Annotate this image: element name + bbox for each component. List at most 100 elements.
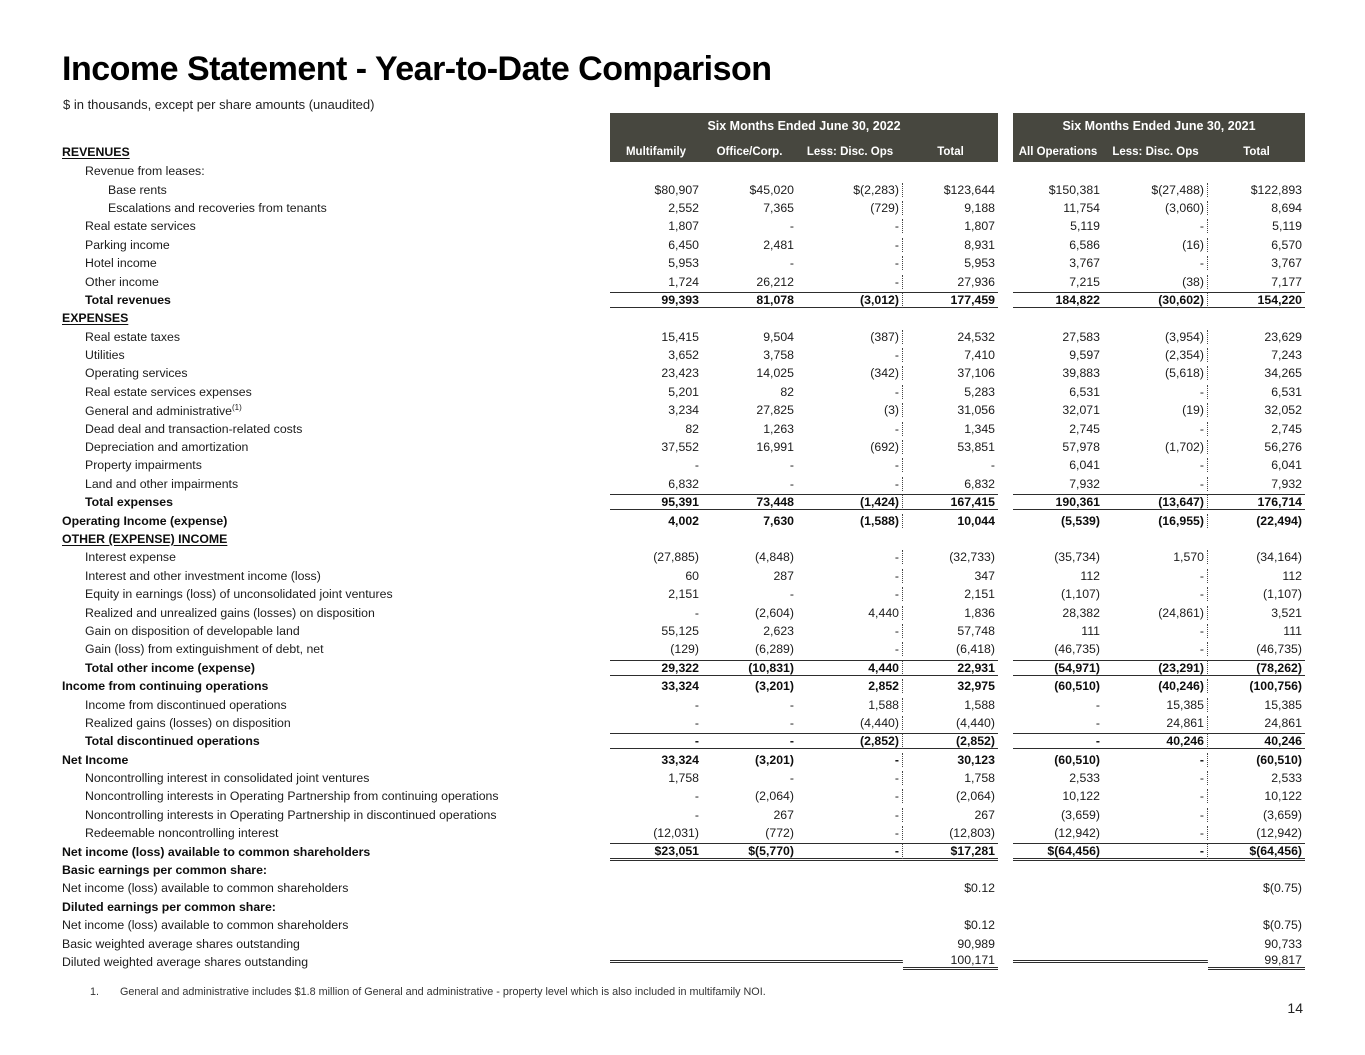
row-label: Dead deal and transaction-related costs [85,421,303,436]
cell: (22,494) [1256,513,1302,528]
cell: 4,002 [668,513,699,528]
income-table-body: Revenue from leases: Base rents $80,907 $45… [62,162,1305,971]
cell: $122,893 [1250,182,1302,197]
cell: 81,078 [702,291,797,308]
cell: 2,481 [763,237,794,252]
cell: - [1103,476,1208,491]
cell: 111 [1283,623,1302,638]
cell: 267 [974,807,995,822]
cell: $80,907 [654,182,699,197]
cell: - [1103,421,1208,436]
cell: - [797,274,903,289]
row-label: Total revenues [85,292,171,307]
cell: - [1103,842,1208,861]
cell: 27,936 [957,274,995,289]
table-row: EXPENSES [62,309,1305,327]
row-label: Revenue from leases: [85,164,205,179]
cell: 33,324 [661,679,699,694]
cell: - [1095,715,1100,730]
cell: (4,848) [755,550,794,565]
row-label: Total other income (expense) [85,660,255,675]
table-row: Realized and unrealized gains (losses) o… [62,603,1305,621]
table-row: Total revenues 99,393 81,078 (3,012) 177,459… [62,291,1305,309]
cell: (4,440) [956,715,995,730]
cell: 100,171 [903,953,998,971]
row-label: Escalations and recoveries from tenants [108,200,327,215]
row-label: Total expenses [85,495,173,510]
table-row: Net Income 33,324 (3,201) -30,123 (60,510) -(… [62,751,1305,769]
table-row: Land and other impairments 6,832- -6,832 7,… [62,475,1305,493]
cell: 56,276 [1264,440,1302,455]
cell: 176,714 [1208,494,1305,511]
cell: 3,767 [1069,256,1100,271]
row-label: Hotel income [85,256,157,271]
row-label: Depreciation and amortization [85,440,249,455]
table-row: Noncontrolling interests in Operating Pa… [62,806,1305,824]
cell: (30,602) [1103,291,1208,308]
group-title-2021: Six Months Ended June 30, 2021 [1062,119,1256,133]
cell: - [610,733,702,750]
page-number: 14 [1287,1000,1303,1016]
cell: 15,385 [1264,697,1302,712]
footnote-number: 1. [90,986,100,998]
cell: 7,215 [1069,274,1100,289]
cell: 14,025 [756,366,794,381]
cell: (100,756) [1249,679,1302,694]
cell: 34,265 [1264,366,1302,381]
row-label: Gain (loss) from extinguishment of debt,… [85,642,324,657]
table-row: Total expenses 95,391 73,448 (1,424) 167,415… [62,493,1305,511]
cell [1013,960,1103,964]
cell: 10,044 [957,513,995,528]
cell: - [797,348,903,363]
cell: 1,724 [668,274,699,289]
cell: 5,201 [668,384,699,399]
cell: 6,832 [668,476,699,491]
cell: - [1103,587,1208,602]
cell: - [789,587,794,602]
table-row: Operating Income (expense) 4,002 7,630 (1,5… [62,511,1305,529]
cell: $150,381 [1048,182,1100,197]
cell: - [797,384,903,399]
cell: 1,758 [964,771,995,786]
row-label: Net income (loss) available to common sh… [62,844,371,859]
cell: 6,586 [1069,237,1100,252]
row-label: Real estate services [85,219,196,234]
cell: - [694,789,699,804]
cell: (60,510) [1054,679,1100,694]
cell: 31,056 [957,403,995,418]
cell: $17,281 [903,842,998,861]
cell: - [694,697,699,712]
cell: - [797,587,903,602]
table-row: Interest expense (27,885) (4,848) - (32,733)… [62,548,1305,566]
row-label: Real estate services expenses [85,384,252,399]
cell: $(5,770) [702,842,797,861]
cell: (772) [765,826,794,841]
table-row: Net income (loss) available to common sh… [62,916,1305,934]
cell: - [1103,826,1208,841]
cell: (35,734) [1054,550,1100,565]
cell: 22,931 [903,659,998,676]
cell: 3,758 [763,348,794,363]
cell: 23,629 [1264,329,1302,344]
cell: 37,106 [957,366,995,381]
table-row: Other income 1,724 26,212- 27,936 7,215 (38) 7… [62,272,1305,290]
cell: (729) [797,200,903,215]
cell: 111 [1081,623,1100,638]
row-label: Net income (loss) available to common sh… [62,918,349,933]
cell: 90,989 [957,936,995,951]
cell: 2,623 [763,623,794,638]
cell: 6,450 [668,237,699,252]
group-header-2022: Six Months Ended June 30, 2022 Multifami… [610,113,998,162]
row-label: Interest and other investment income (lo… [85,568,321,583]
column-header-less-disc-ops-2021: Less: Disc. Ops [1112,146,1199,158]
cell: - [797,237,903,252]
cell: 7,932 [1069,476,1100,491]
cell: - [694,715,699,730]
cell: (16) [1103,237,1208,252]
cell: 27,583 [1062,329,1100,344]
cell: $0.12 [964,881,995,896]
cell: 1,588 [797,697,903,712]
row-label: Interest expense [85,550,176,565]
cell: (387) [797,329,903,344]
cell: 24,861 [1103,715,1208,730]
